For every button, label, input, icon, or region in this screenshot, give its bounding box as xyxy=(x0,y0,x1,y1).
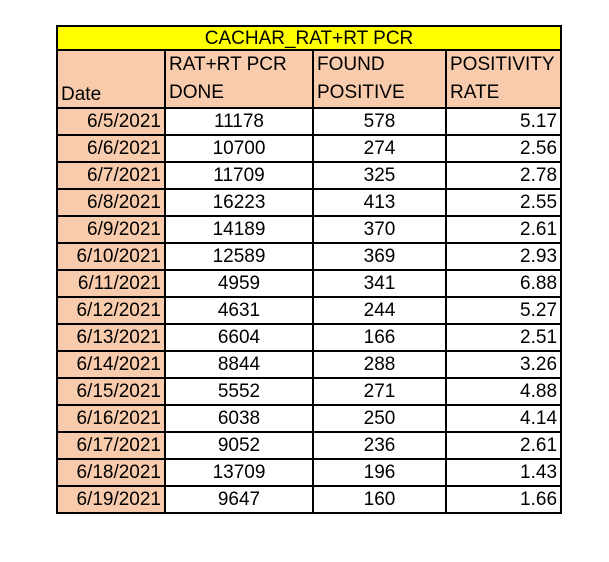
date-cell: 6/19/2021 xyxy=(56,485,166,514)
date-cell: 6/11/2021 xyxy=(56,269,166,298)
tests-done-cell: 4631 xyxy=(164,296,314,325)
title-row: CACHAR_RAT+RT PCR xyxy=(55,25,563,51)
data-table: CACHAR_RAT+RT PCR Date RAT+RT PCR DONE F… xyxy=(55,25,563,514)
tests-done-cell: 9052 xyxy=(164,431,314,460)
found-positive-cell: 578 xyxy=(312,107,447,136)
positivity-rate-cell: 1.43 xyxy=(444,458,563,487)
positivity-rate-cell: 2.61 xyxy=(444,431,563,460)
found-positive-cell: 413 xyxy=(312,188,447,217)
tests-done-cell: 4959 xyxy=(164,269,314,298)
table-row: 6/5/2021 11178 578 5.17 xyxy=(56,107,563,136)
tests-done-cell: 11178 xyxy=(164,107,314,136)
found-positive-cell: 341 xyxy=(312,269,447,298)
header-date-label: Date xyxy=(61,84,102,105)
header-found-line1: FOUND xyxy=(317,54,385,75)
header-rate-line1: POSITIVITY xyxy=(450,54,555,75)
table-row: 6/6/2021 10700 274 2.56 xyxy=(56,134,563,163)
table-row: 6/17/2021 9052 236 2.61 xyxy=(56,431,563,460)
positivity-rate-cell: 1.66 xyxy=(444,485,563,514)
found-positive-cell: 274 xyxy=(312,134,447,163)
tests-done-cell: 5552 xyxy=(164,377,314,406)
header-done-line2: DONE xyxy=(169,82,224,103)
tests-done-cell: 8844 xyxy=(164,350,314,379)
tests-done-cell: 14189 xyxy=(164,215,314,244)
positivity-rate-cell: 4.88 xyxy=(444,377,563,406)
date-cell: 6/13/2021 xyxy=(56,323,166,352)
table-row: 6/15/2021 5552 271 4.88 xyxy=(56,377,563,406)
table-row: 6/7/2021 11709 325 2.78 xyxy=(56,161,563,190)
positivity-rate-cell: 2.51 xyxy=(444,323,563,352)
table-row: 6/16/2021 6038 250 4.14 xyxy=(56,404,563,433)
date-cell: 6/17/2021 xyxy=(56,431,166,460)
date-cell: 6/6/2021 xyxy=(56,134,166,163)
found-positive-cell: 244 xyxy=(312,296,447,325)
positivity-rate-cell: 2.93 xyxy=(444,242,563,271)
date-cell: 6/15/2021 xyxy=(56,377,166,406)
tests-done-cell: 12589 xyxy=(164,242,314,271)
date-cell: 6/8/2021 xyxy=(56,188,166,217)
date-cell: 6/18/2021 xyxy=(56,458,166,487)
positivity-rate-cell: 5.27 xyxy=(444,296,563,325)
tests-done-cell: 13709 xyxy=(164,458,314,487)
table-row: 6/14/2021 8844 288 3.26 xyxy=(56,350,563,379)
found-positive-cell: 196 xyxy=(312,458,447,487)
positivity-rate-cell: 2.55 xyxy=(444,188,563,217)
header-rate: POSITIVITY RATE xyxy=(444,49,563,109)
table-row: 6/12/2021 4631 244 5.27 xyxy=(56,296,563,325)
found-positive-cell: 250 xyxy=(312,404,447,433)
found-positive-cell: 166 xyxy=(312,323,447,352)
table-title: CACHAR_RAT+RT PCR xyxy=(55,25,563,51)
header-done-line1: RAT+RT PCR xyxy=(169,54,287,75)
found-positive-cell: 236 xyxy=(312,431,447,460)
positivity-rate-cell: 3.26 xyxy=(444,350,563,379)
table-row: 6/19/2021 9647 160 1.66 xyxy=(56,485,563,514)
positivity-rate-cell: 2.61 xyxy=(444,215,563,244)
date-cell: 6/9/2021 xyxy=(56,215,166,244)
header-found-line2: POSITIVE xyxy=(317,82,405,103)
tests-done-cell: 11709 xyxy=(164,161,314,190)
date-cell: 6/5/2021 xyxy=(56,107,166,136)
table-row: 6/13/2021 6604 166 2.51 xyxy=(56,323,563,352)
found-positive-cell: 160 xyxy=(312,485,447,514)
date-cell: 6/7/2021 xyxy=(56,161,166,190)
positivity-rate-cell: 2.56 xyxy=(444,134,563,163)
found-positive-cell: 271 xyxy=(312,377,447,406)
found-positive-cell: 370 xyxy=(312,215,447,244)
table-row: 6/11/2021 4959 341 6.88 xyxy=(56,269,563,298)
tests-done-cell: 10700 xyxy=(164,134,314,163)
tests-done-cell: 9647 xyxy=(164,485,314,514)
table-row: 6/9/2021 14189 370 2.61 xyxy=(56,215,563,244)
positivity-rate-cell: 4.14 xyxy=(444,404,563,433)
found-positive-cell: 369 xyxy=(312,242,447,271)
positivity-rate-cell: 5.17 xyxy=(444,107,563,136)
tests-done-cell: 16223 xyxy=(164,188,314,217)
header-done: RAT+RT PCR DONE xyxy=(164,49,314,109)
header-found: FOUND POSITIVE xyxy=(312,49,447,109)
found-positive-cell: 325 xyxy=(312,161,447,190)
positivity-rate-cell: 2.78 xyxy=(444,161,563,190)
positivity-rate-cell: 6.88 xyxy=(444,269,563,298)
header-rate-line2: RATE xyxy=(450,82,500,103)
tests-done-cell: 6604 xyxy=(164,323,314,352)
tests-done-cell: 6038 xyxy=(164,404,314,433)
table-body: CACHAR_RAT+RT PCR Date RAT+RT PCR DONE F… xyxy=(55,25,563,514)
date-cell: 6/10/2021 xyxy=(56,242,166,271)
table-row: 6/10/2021 12589 369 2.93 xyxy=(56,242,563,271)
header-row: Date RAT+RT PCR DONE FOUND POSITIVE POSI… xyxy=(56,49,563,109)
date-cell: 6/14/2021 xyxy=(56,350,166,379)
table-row: 6/8/2021 16223 413 2.55 xyxy=(56,188,563,217)
header-date: Date xyxy=(56,49,166,109)
date-cell: 6/12/2021 xyxy=(56,296,166,325)
found-positive-cell: 288 xyxy=(312,350,447,379)
date-cell: 6/16/2021 xyxy=(56,404,166,433)
table-row: 6/18/2021 13709 196 1.43 xyxy=(56,458,563,487)
